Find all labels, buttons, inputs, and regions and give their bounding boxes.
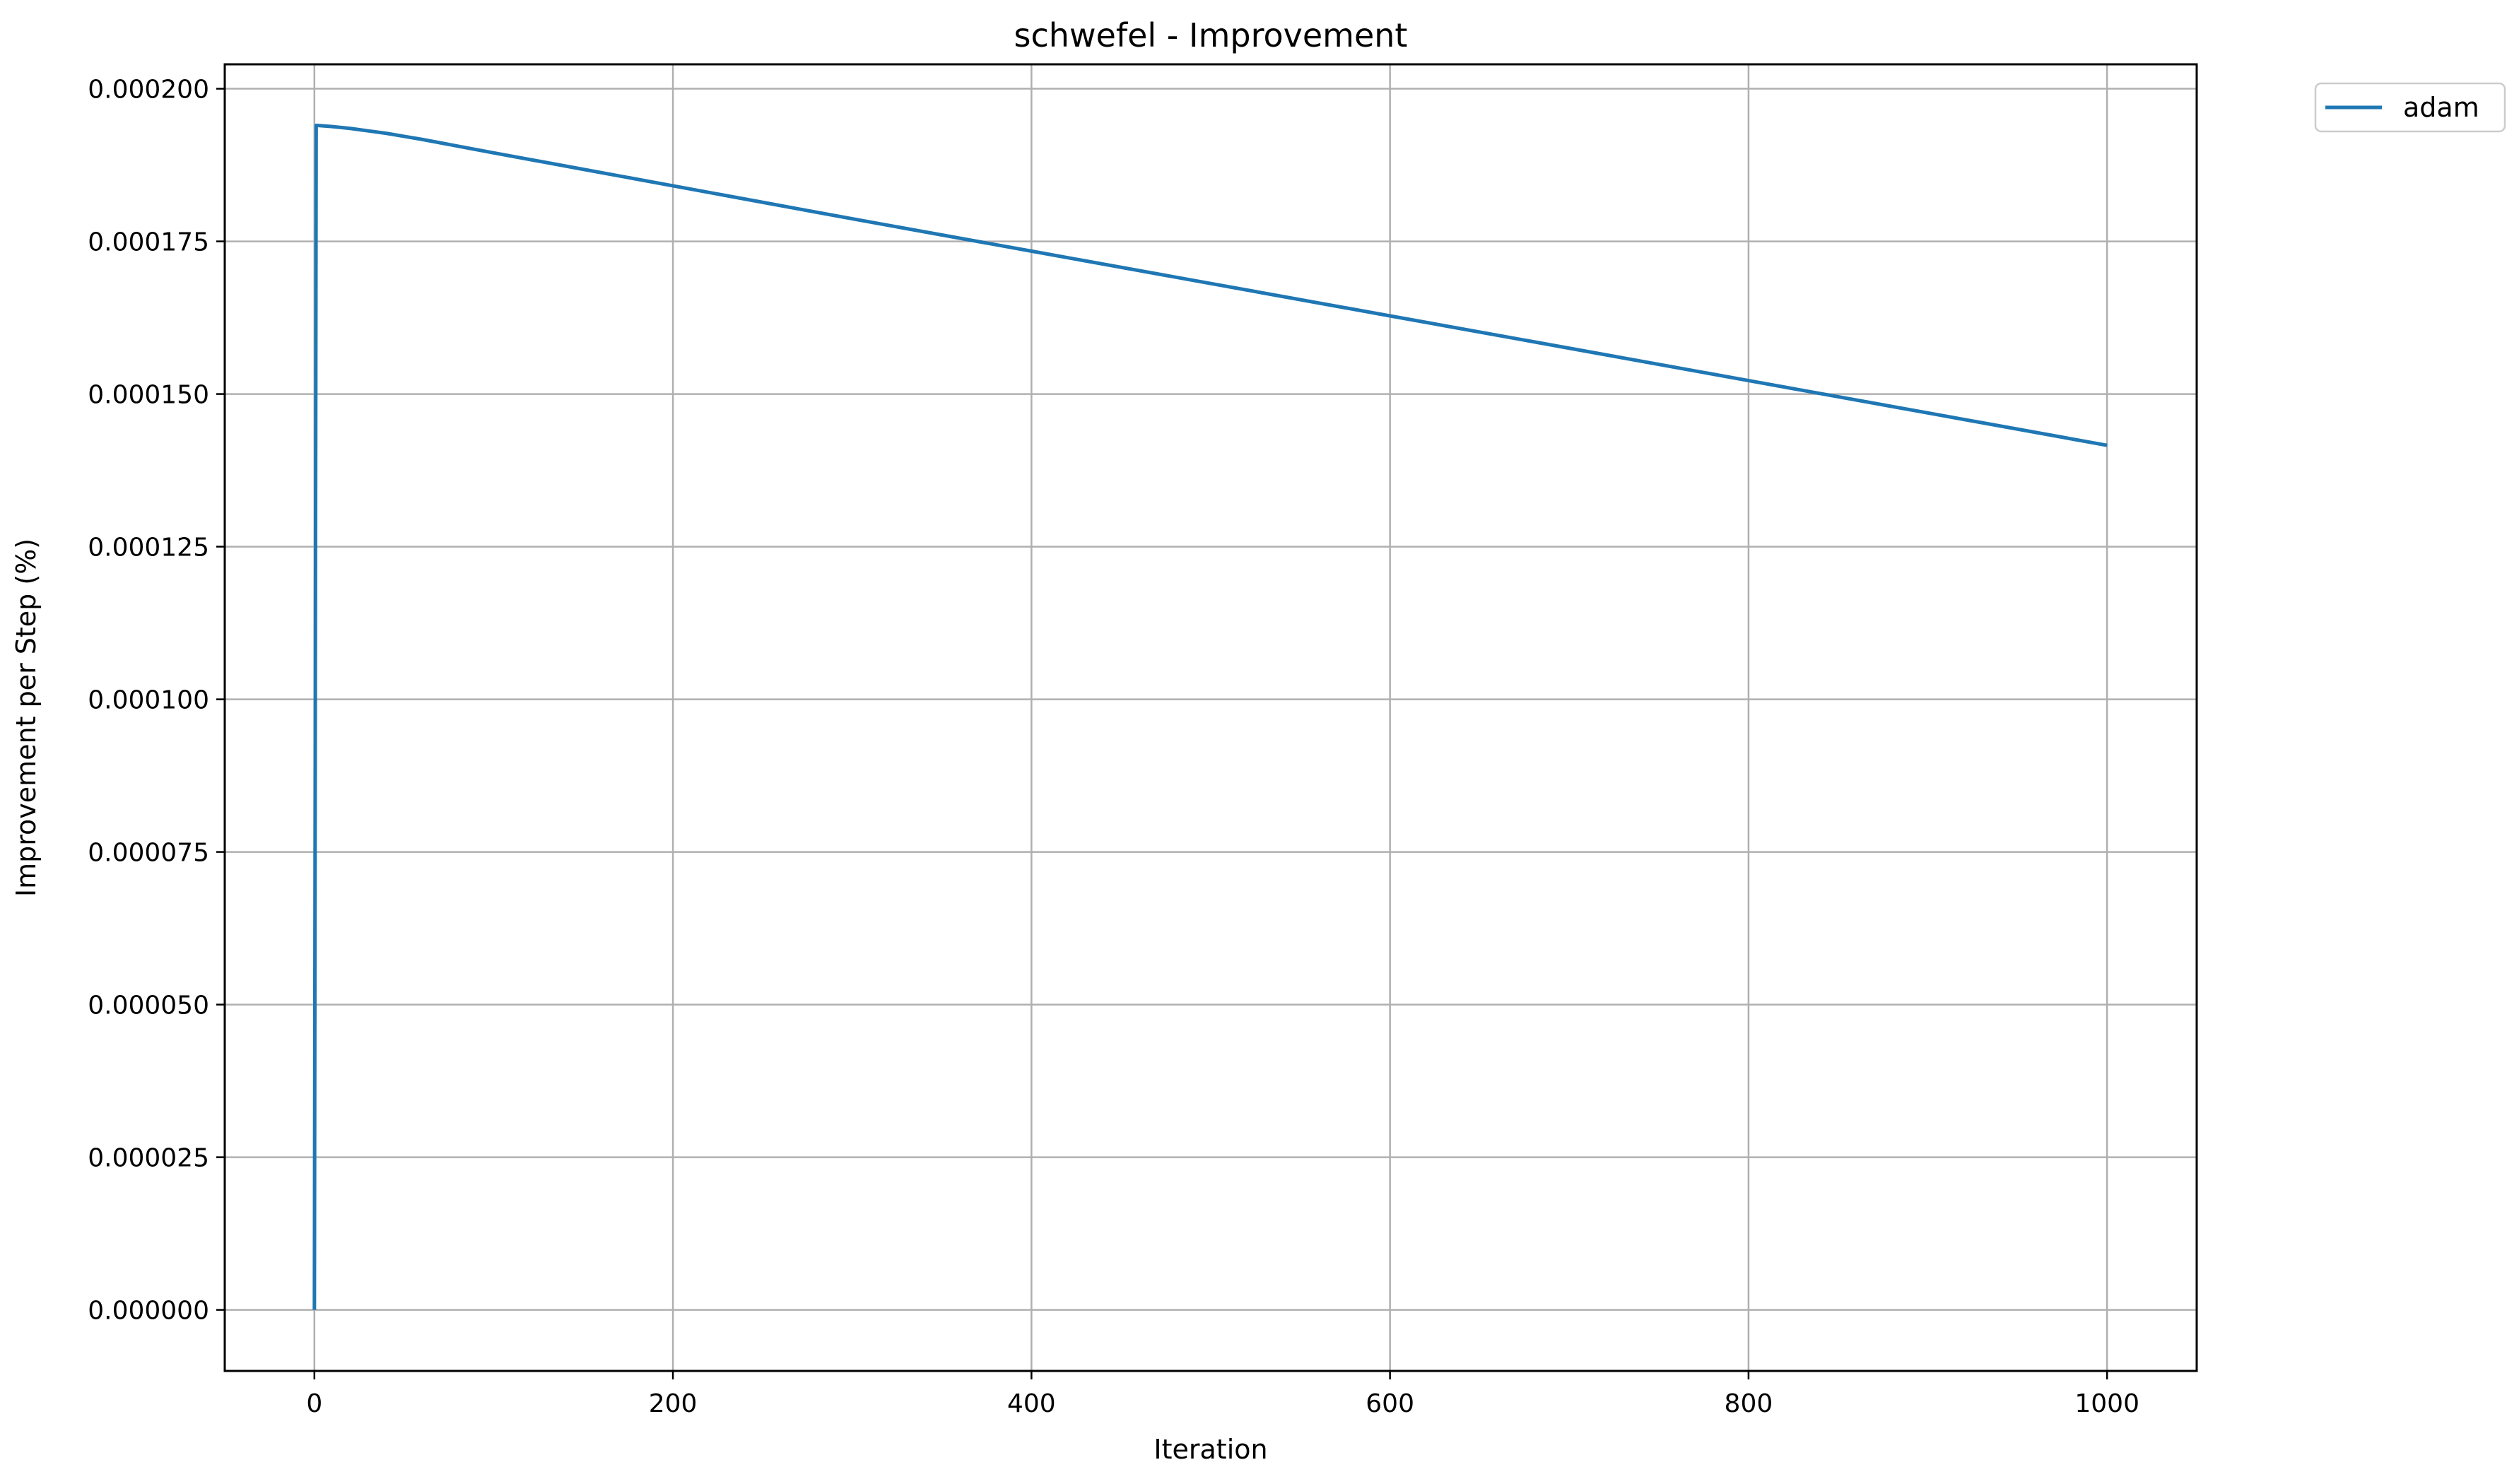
y-axis: 0.000000 0.000025 0.000050 0.000075 0.000100… xyxy=(88,76,225,1326)
y-tick-label: 0.000025 xyxy=(88,1144,209,1173)
y-tick-label: 0.000000 xyxy=(88,1297,209,1326)
y-tick-label: 0.000050 xyxy=(88,991,209,1020)
x-axis-label: Iteration xyxy=(1153,1434,1267,1465)
legend-box xyxy=(2314,82,2506,133)
x-tick-label: 400 xyxy=(1007,1389,1056,1418)
x-tick-label: 600 xyxy=(1366,1389,1414,1418)
y-tick-label: 0.000175 xyxy=(88,228,209,257)
x-tick-label: 800 xyxy=(1725,1389,1773,1418)
x-tick-label: 1000 xyxy=(2074,1389,2139,1418)
legend: adam xyxy=(2314,82,2506,133)
y-tick-label: 0.000075 xyxy=(88,839,209,868)
chart-title: schwefel - Improvement xyxy=(1014,16,1408,54)
legend-label-adam: adam xyxy=(2403,92,2479,123)
series-line-adam xyxy=(312,123,2108,1310)
x-tick-label: 0 xyxy=(306,1389,322,1418)
y-tick-label: 0.000100 xyxy=(88,686,209,715)
series-layer xyxy=(312,123,2108,1310)
y-tick-label: 0.000125 xyxy=(88,534,209,563)
grid xyxy=(225,64,2197,1371)
y-tick-label: 0.000200 xyxy=(88,76,209,105)
plot-frame xyxy=(223,63,2198,1372)
x-tick-label: 200 xyxy=(649,1389,698,1418)
y-axis-label: Improvement per Step (%) xyxy=(11,538,42,897)
y-tick-label: 0.000150 xyxy=(88,381,209,410)
x-axis: 0 200 400 600 800 1000 xyxy=(306,1371,2139,1418)
